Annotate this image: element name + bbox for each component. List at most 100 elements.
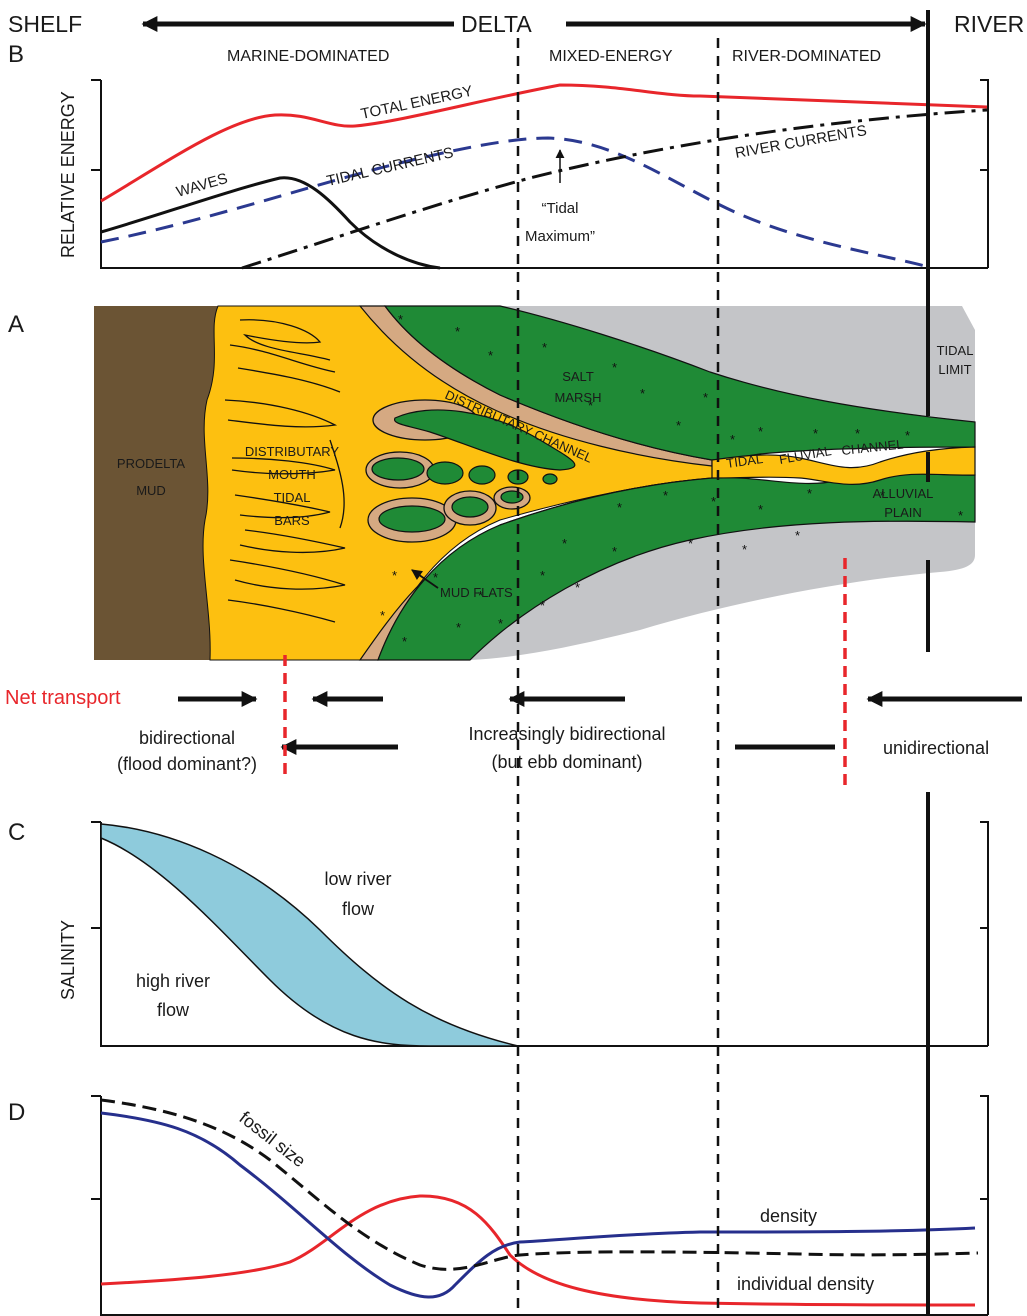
density-curve: [100, 1111, 976, 1299]
svg-text:*: *: [676, 418, 681, 433]
fossil-size-label: fossil size: [236, 1107, 310, 1171]
svg-text:*: *: [855, 426, 860, 441]
prodelta-label-2: MUD: [136, 483, 166, 498]
svg-text:*: *: [813, 426, 818, 441]
mouth-bars-label-4: BARS: [274, 513, 310, 528]
density-label: density: [760, 1206, 817, 1226]
mouth-bars: [224, 319, 346, 623]
c-ylabel: SALINITY: [58, 920, 78, 1000]
increasingly-label: Increasingly bidirectional: [468, 724, 665, 744]
header: SHELF DELTA RIVER: [8, 11, 1024, 37]
svg-text:*: *: [575, 580, 580, 595]
zone-boundaries: [283, 10, 930, 1316]
svg-text:*: *: [742, 542, 747, 557]
svg-text:*: *: [612, 360, 617, 375]
svg-text:*: *: [498, 616, 503, 631]
waves-label: WAVES: [174, 170, 229, 201]
svg-text:*: *: [398, 312, 403, 327]
fossil-size-curve: [100, 1098, 979, 1271]
svg-text:*: *: [703, 390, 708, 405]
b-ylabel: RELATIVE ENERGY: [58, 91, 78, 258]
svg-text:*: *: [663, 488, 668, 503]
river-label: RIVER: [954, 11, 1024, 37]
panel-letter-a: A: [8, 311, 24, 338]
alluvial-plain-label-1: ALLUVIAL: [873, 486, 934, 501]
c-right-axis: [980, 821, 989, 1046]
svg-text:*: *: [730, 432, 735, 447]
alluvial-lower: [470, 521, 975, 660]
b-axes: [91, 79, 988, 269]
svg-text:*: *: [588, 398, 593, 413]
mud-flats-arrow: [411, 569, 439, 589]
d-axes: [91, 1095, 988, 1316]
svg-text:*: *: [392, 568, 397, 583]
panel-c: C SALINITY low river flow high river flo…: [8, 819, 989, 1047]
mud-flats-label: MUD FLATS: [440, 585, 513, 600]
svg-text:*: *: [795, 528, 800, 543]
tidal-channel-label: TIDAL: [725, 451, 764, 471]
flood-dominant-label: (flood dominant?): [117, 754, 257, 774]
tidal-fluvial-channel: [711, 446, 976, 485]
bidirectional-label: bidirectional: [139, 728, 235, 748]
salt-marsh-label-2: MARSH: [555, 390, 602, 405]
svg-text:*: *: [640, 386, 645, 401]
tidal-maximum-label-1: “Tidal: [542, 200, 579, 217]
svg-text:*: *: [758, 424, 763, 439]
mouth-bars-label-2: MOUTH: [268, 467, 316, 482]
river-currents-curve: [241, 108, 988, 270]
svg-text:*: *: [905, 428, 910, 443]
net-transport: Net transport bidirectional (flood domin…: [5, 687, 1022, 774]
svg-text:*: *: [455, 324, 460, 339]
svg-text:*: *: [617, 500, 622, 515]
mouth-bars-label-3: TIDAL: [274, 490, 311, 505]
svg-text:*: *: [807, 486, 812, 501]
svg-text:*: *: [880, 488, 885, 503]
svg-text:*: *: [488, 348, 493, 363]
svg-text:*: *: [958, 508, 963, 523]
tidal-maximum-label-2: Maximum”: [525, 228, 595, 245]
total-energy-curve: [100, 83, 988, 203]
panel-d: D fossil size density individual density: [8, 1095, 989, 1316]
svg-text:*: *: [540, 598, 545, 613]
c-axes: [91, 821, 988, 1047]
low-river-label-1: low river: [324, 869, 391, 889]
mouth-bars-label-1: DISTRIBUTARY: [245, 444, 339, 459]
individual-density-curve: [100, 1194, 976, 1307]
svg-text:*: *: [612, 544, 617, 559]
svg-text:*: *: [380, 608, 385, 623]
panel-letter-b: B: [8, 41, 24, 68]
svg-text:*: *: [688, 536, 693, 551]
zone-mixed-energy: MIXED-ENERGY: [549, 48, 673, 65]
zone-river-dominated: RIVER-DOMINATED: [732, 48, 881, 65]
net-transport-label: Net transport: [5, 687, 121, 709]
panel-b: B MARINE-DOMINATED MIXED-ENERGY RIVER-DO…: [8, 41, 989, 270]
svg-text:*: *: [402, 634, 407, 649]
marsh-symbols: * * * * * * * * * * * * * * * * * * * * * * * * * * *…: [380, 312, 963, 649]
tidal-currents-label: TIDAL CURRENTS: [325, 144, 455, 190]
alluvial-plain-label-2: PLAIN: [884, 505, 922, 520]
panel-a: A: [8, 305, 976, 661]
svg-text:*: *: [433, 570, 438, 585]
islands: [365, 399, 576, 543]
svg-text:*: *: [478, 588, 483, 603]
prodelta-mud: [94, 306, 218, 660]
upper-salt-marsh: [383, 305, 976, 461]
b-right-axis: [980, 79, 989, 268]
ebb-dominant-label: (but ebb dominant): [491, 752, 642, 772]
high-river-label-2: flow: [157, 1000, 190, 1020]
channel-label: CHANNEL: [841, 437, 904, 458]
svg-text:*: *: [562, 536, 567, 551]
low-river-label-2: flow: [342, 899, 375, 919]
zone-marine-dominated: MARINE-DOMINATED: [227, 48, 389, 65]
high-river-label-1: high river: [136, 971, 210, 991]
d-right-axis: [980, 1095, 989, 1315]
tidal-currents-curve: [100, 136, 926, 268]
salt-marsh-label-1: SALT: [562, 369, 594, 384]
svg-text:*: *: [758, 502, 763, 517]
svg-text:*: *: [711, 494, 716, 509]
tidal-limit-label-2: LIMIT: [938, 362, 971, 377]
delta-label: DELTA: [461, 11, 532, 37]
panel-letter-d: D: [8, 1099, 25, 1126]
svg-text:*: *: [456, 620, 461, 635]
